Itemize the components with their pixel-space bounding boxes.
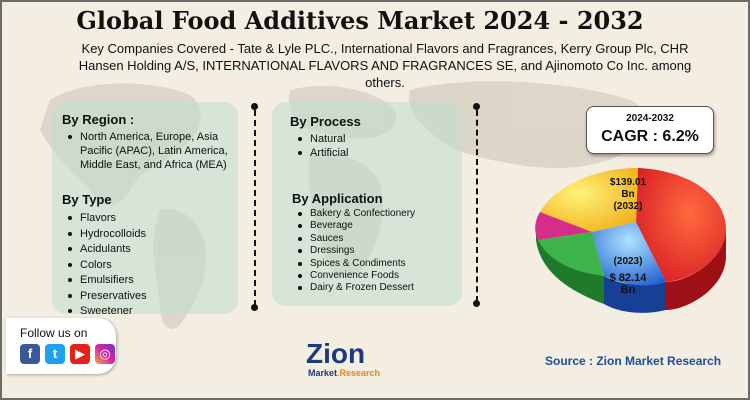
logo-subtext: Market.Research [308,368,380,378]
follow-us-box: Follow us on f t ▶ ◎ [6,318,116,374]
dashed-divider [476,110,478,302]
page-title: Global Food Additives Market 2024 - 2032 [76,6,644,35]
facebook-icon[interactable]: f [20,344,40,364]
pie-side-red [666,230,726,310]
follow-us-label: Follow us on [20,326,88,340]
youtube-icon[interactable]: ▶ [70,344,90,364]
instagram-icon[interactable]: ◎ [95,344,115,364]
list-item: Convenience Foods [296,270,416,282]
segment-panel-left [52,102,238,314]
pie-label-2032: $139.01 Bn (2032) [598,177,658,213]
list-item: Artificial [296,146,446,160]
process-heading: By Process [290,114,361,129]
list-item: Sauces [296,233,416,245]
list-item: Spices & Condiments [296,258,416,270]
region-heading: By Region : [62,112,135,127]
logo-sub-market: Market [308,368,338,378]
divider-dot [473,103,480,110]
pie-slice-blue [592,222,666,286]
region-list: North America, Europe, Asia Pacific (APA… [66,130,236,172]
zion-logo: Zion Market.Research [302,338,398,382]
cagr-box: 2024-2032 CAGR : 6.2% [586,106,714,154]
list-item: Emulsifiers [66,273,226,289]
cagr-value: CAGR : 6.2% [601,128,699,145]
list-item: Flavors [66,211,226,227]
pie-slice-magenta [535,212,592,240]
application-list: Bakery & Confectionery Beverage Sauces D… [296,208,416,295]
list-item: Preservatives [66,289,226,305]
list-item: Colors [66,258,226,274]
dashed-divider [254,110,256,306]
divider-dot [251,103,258,110]
list-item: North America, Europe, Asia Pacific (APA… [66,130,236,172]
year-2023: (2023) [613,256,643,267]
market-pie-chart [535,168,726,313]
list-item: Dairy & Frozen Dessert [296,282,416,294]
application-heading: By Application [292,191,383,206]
list-item: Bakery & Confectionery [296,208,416,220]
list-item: Sweetener [66,304,226,320]
list-item: Acidulants [66,242,226,258]
pie-slice-red [636,168,726,282]
value-2032: $139.01 [609,177,647,188]
divider-dot [473,300,480,307]
list-item: Hydrocolloids [66,227,226,243]
process-list: Natural Artificial [296,132,446,160]
divider-dot [251,304,258,311]
pie-slice-green [538,232,604,276]
pie-side-blue [604,276,666,313]
pie-label-2023: (2023) $ 82.14 Bn [593,256,663,296]
segment-panel-right [272,102,462,306]
pie-slice-yellow [540,168,638,232]
logo-sub-research: .Research [337,368,381,378]
unit-2023: Bn [620,284,636,296]
cagr-period: 2024-2032 [626,113,674,124]
logo-word: Zion [306,338,366,369]
type-heading: By Type [62,192,112,207]
source-text: Source : Zion Market Research [545,354,722,368]
list-item: Beverage [296,220,416,232]
unit-2032: Bn [621,189,635,200]
list-item: Natural [296,132,446,146]
twitter-icon[interactable]: t [45,344,65,364]
list-item: Dressings [296,245,416,257]
year-2032: (2032) [613,201,643,212]
type-list: Flavors Hydrocolloids Acidulants Colors … [66,211,226,320]
value-2023: $ 82.14 [609,272,647,284]
key-companies-text: Key Companies Covered - Tate & Lyle PLC.… [78,41,692,90]
